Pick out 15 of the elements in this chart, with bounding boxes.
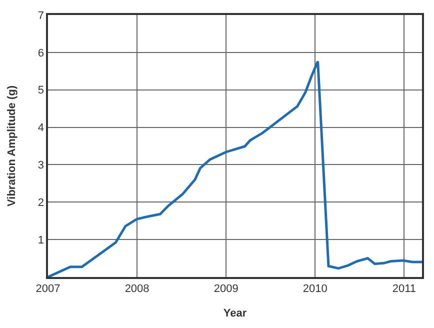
x-tick-label: 2009 <box>214 282 238 295</box>
y-tick-label: 3 <box>38 160 44 172</box>
x-tick-label: 2007 <box>36 282 60 295</box>
y-tick-label: 7 <box>38 10 44 22</box>
x-tick-label: 2008 <box>124 282 150 295</box>
x-tick-label: 2011 <box>392 282 416 295</box>
y-tick-label: 5 <box>38 84 44 97</box>
y-axis-title: Vibration Amplitude (g) <box>6 85 18 206</box>
y-tick-label: 2 <box>38 196 44 209</box>
line-series <box>48 60 422 277</box>
x-axis-title: Year <box>223 308 248 320</box>
y-tick-label: 1 <box>38 234 44 246</box>
y-tick-label: 6 <box>38 47 44 60</box>
y-tick-label: 4 <box>38 122 44 134</box>
x-tick-label: 2010 <box>302 282 328 295</box>
